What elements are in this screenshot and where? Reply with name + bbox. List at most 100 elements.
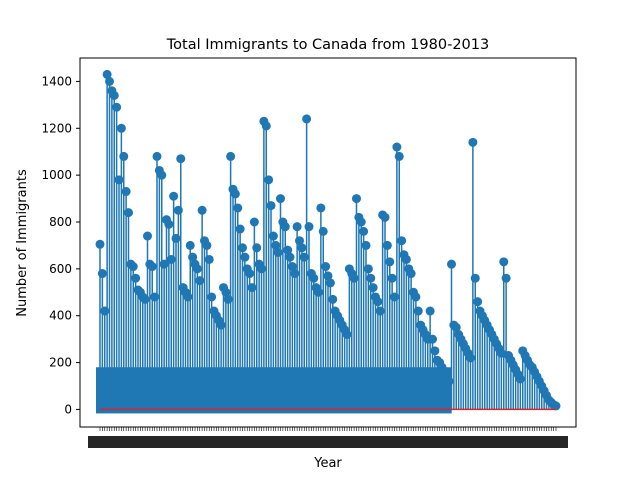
stem-marker [328, 294, 338, 304]
y-tick-label: 800 [49, 215, 72, 229]
y-tick-label: 1200 [41, 121, 72, 135]
stem-marker [223, 294, 233, 304]
stem-marker [321, 262, 331, 272]
stem-marker [245, 269, 255, 279]
axes: 0 200 400 600 800 1000 1200 1400 [41, 57, 577, 448]
stem-marker [238, 243, 247, 253]
stem-marker [468, 137, 478, 147]
stem-marker [166, 254, 176, 264]
stem-marker [285, 252, 295, 262]
stem-marker [385, 257, 395, 267]
stem-marker [323, 271, 333, 281]
stem-marker [257, 264, 266, 274]
stem-marker [268, 231, 278, 241]
stem-marker [171, 233, 181, 243]
stem-marker [501, 273, 511, 283]
stem-marker [406, 269, 416, 279]
stem-marker [342, 329, 352, 339]
y-tick-label: 600 [49, 262, 72, 276]
stem-marker [109, 90, 119, 100]
stem-marker [204, 254, 214, 264]
stem-marker [207, 292, 217, 302]
stem-marker [473, 297, 483, 307]
stem-marker [290, 269, 300, 279]
x-tick-labels-overlapped [88, 436, 568, 448]
stem-marker [499, 257, 509, 267]
stem-marker [169, 191, 179, 201]
stem-marker [249, 217, 259, 227]
stem-marker [470, 273, 480, 283]
stem-marker [287, 262, 297, 272]
stem-marker [295, 236, 304, 246]
stem-marker [252, 243, 262, 253]
stem-marker [466, 353, 475, 363]
stem-marker [116, 123, 126, 133]
stem-marker [119, 151, 129, 161]
stem-marker [221, 287, 231, 297]
stem-marker [314, 287, 323, 297]
stem-marker [202, 240, 212, 250]
stem-marker [147, 262, 157, 272]
stem-marker [266, 201, 276, 211]
stem-marker [359, 226, 369, 236]
stem-marker [264, 175, 274, 185]
stem-marker [280, 222, 290, 232]
stem-marker [356, 217, 366, 227]
stem-marker [188, 252, 198, 262]
stem-marker [261, 121, 271, 131]
stem-marker [515, 374, 525, 384]
stem-marker [226, 151, 236, 161]
stem-marker [387, 273, 397, 283]
stem-marker [97, 269, 107, 279]
stem-marker [114, 175, 124, 185]
stem-marker [276, 194, 285, 204]
stem-marker [428, 334, 437, 344]
stem-marker [392, 142, 402, 152]
stem-marker [430, 346, 440, 356]
stem-marker [397, 236, 407, 246]
stem-marker [216, 320, 226, 330]
stem-marker [361, 240, 371, 250]
chart-title: Total Immigrants to Canada from 1980-201… [166, 37, 489, 53]
stem-marker [273, 247, 283, 257]
stem-marker [128, 262, 138, 272]
stem-marker [121, 187, 131, 197]
stem-marker [297, 243, 307, 253]
y-tick-label: 200 [49, 356, 72, 370]
stem-marker [192, 264, 202, 274]
stem-marker [373, 297, 383, 307]
stem-marker [131, 273, 141, 283]
stem-marker [100, 306, 110, 316]
stem-marker [105, 76, 114, 86]
stem-marker [164, 219, 174, 229]
y-tick-label: 1400 [41, 74, 72, 88]
y-tick-label: 0 [64, 402, 72, 416]
stem-marker [197, 205, 207, 215]
stem-marker [363, 264, 373, 274]
stem-marker [95, 239, 105, 249]
stem-marker [240, 252, 250, 262]
stem-marker [316, 203, 326, 213]
stem-marker [368, 283, 378, 293]
stem-marker [394, 151, 404, 161]
stem-marker [382, 240, 392, 250]
y-tick-label: 1000 [41, 168, 72, 182]
stem-marker [551, 401, 561, 411]
stem-marker [496, 348, 506, 358]
x-axis-label: Year [313, 456, 342, 471]
stem-marker [325, 278, 335, 288]
stem-marker [233, 203, 243, 213]
y-tick-label: 400 [49, 309, 72, 323]
stem-marker [413, 306, 423, 316]
stem-marker [185, 240, 195, 250]
stem-marker [247, 283, 257, 293]
stem-marker [447, 259, 456, 269]
stem-marker [304, 222, 314, 232]
stem-marker [173, 205, 183, 215]
stem-marker [302, 114, 312, 124]
stem-marker [318, 226, 328, 236]
data-marks [95, 69, 561, 414]
stem-marker [150, 292, 160, 302]
stem-marker [292, 222, 302, 232]
